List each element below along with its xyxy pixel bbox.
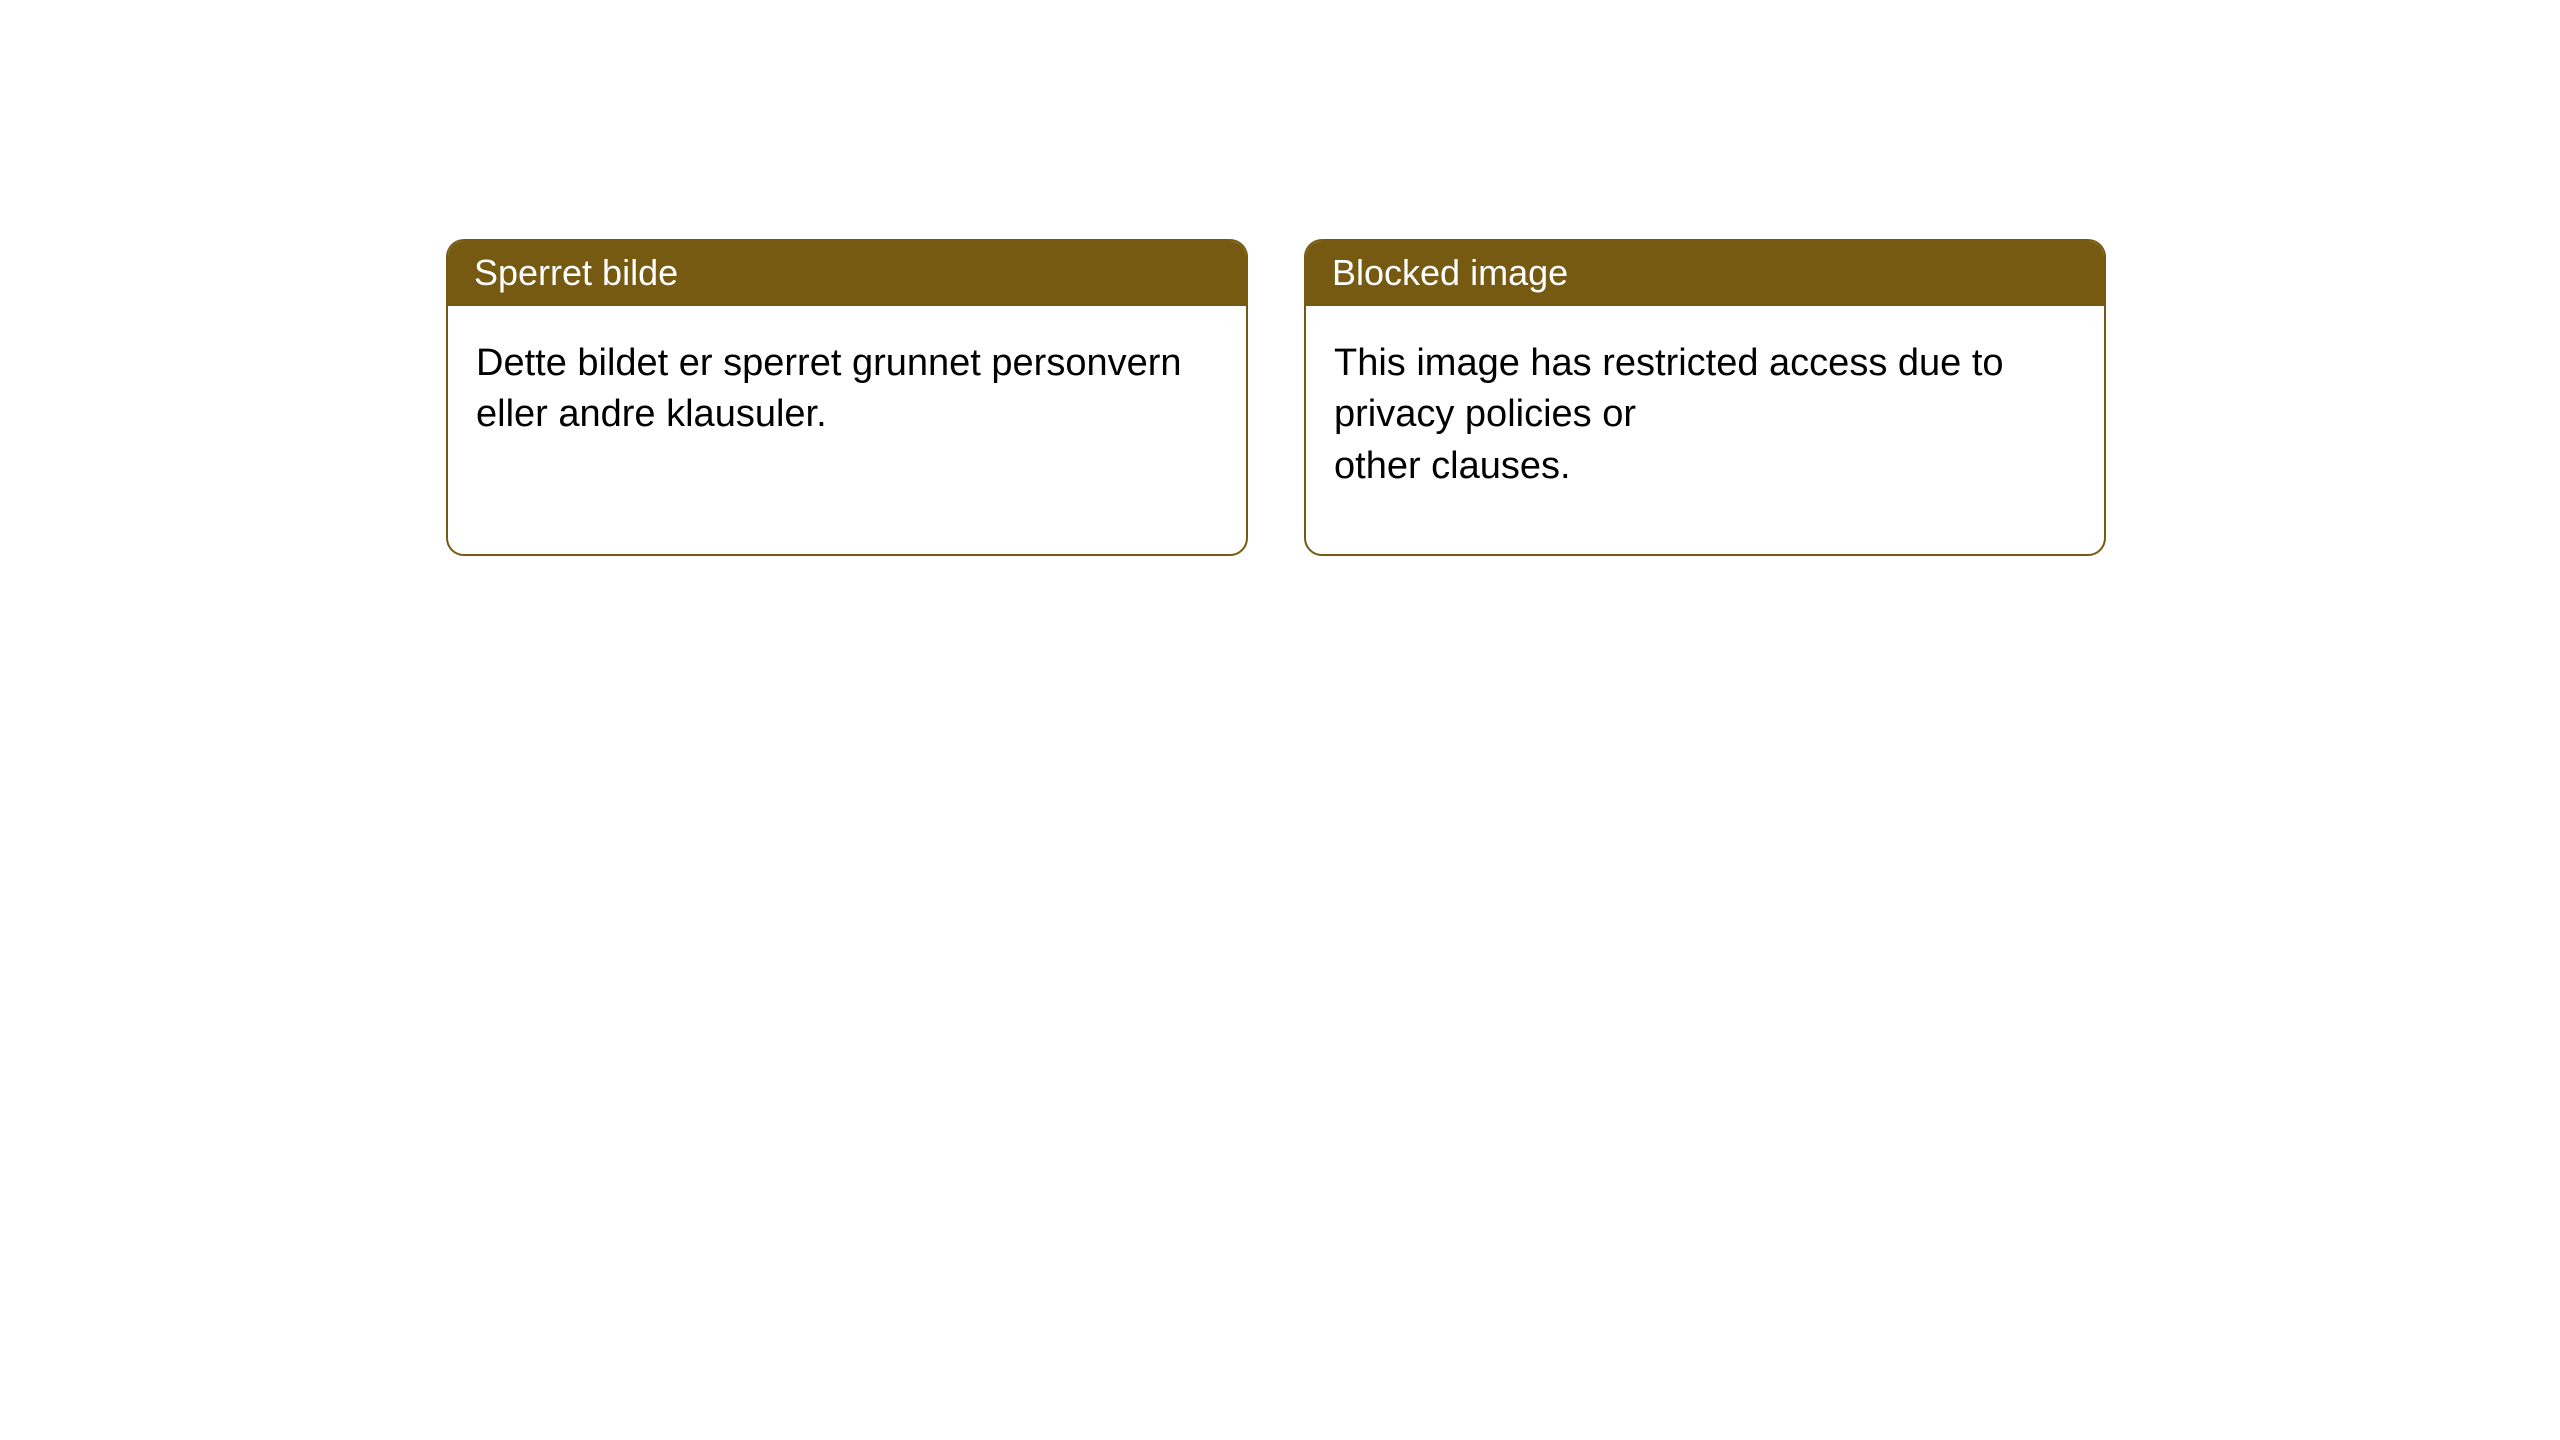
notice-body: Dette bildet er sperret grunnet personve… bbox=[448, 306, 1246, 554]
notice-title: Sperret bilde bbox=[448, 241, 1246, 306]
notice-title: Blocked image bbox=[1306, 241, 2104, 306]
notice-card-english: Blocked image This image has restricted … bbox=[1304, 239, 2106, 556]
notice-body: This image has restricted access due to … bbox=[1306, 306, 2104, 554]
notice-container: Sperret bilde Dette bildet er sperret gr… bbox=[0, 0, 2560, 556]
notice-card-norwegian: Sperret bilde Dette bildet er sperret gr… bbox=[446, 239, 1248, 556]
